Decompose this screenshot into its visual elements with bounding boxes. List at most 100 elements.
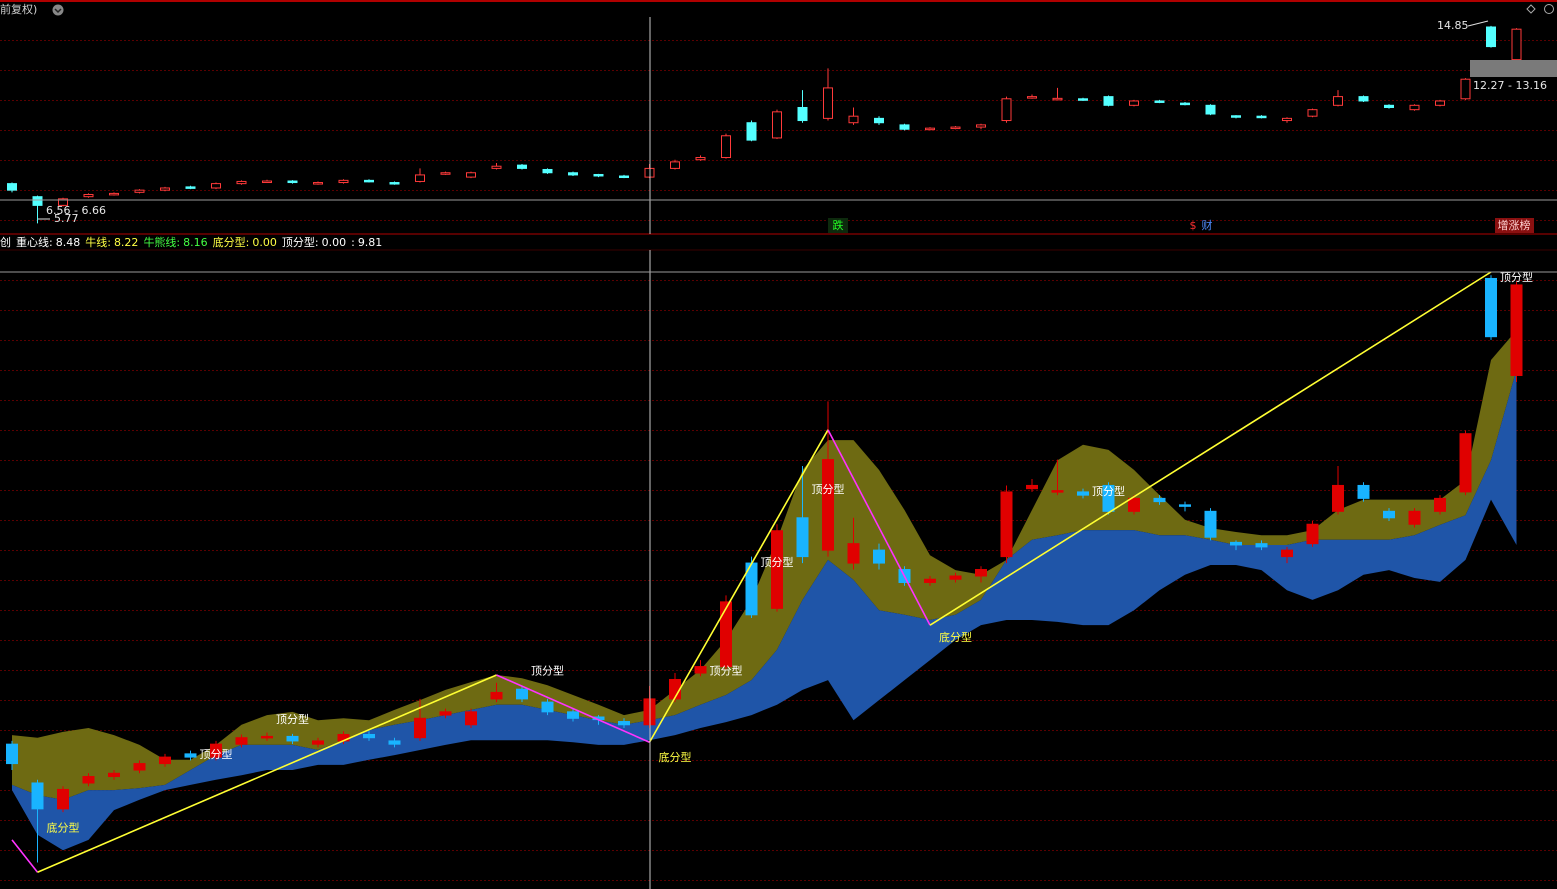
dropdown-button[interactable] <box>52 4 64 16</box>
candle-body <box>593 173 604 177</box>
candle-body <box>568 172 578 176</box>
candle-body <box>1358 96 1369 102</box>
candle-body <box>1103 96 1114 106</box>
candle-body <box>1001 98 1012 122</box>
marker-bg <box>1495 218 1534 233</box>
candle-body <box>976 124 986 128</box>
candle-body <box>1000 491 1013 558</box>
legend-name: 牛线: <box>85 235 111 249</box>
candle-body <box>1459 433 1472 493</box>
candle-body <box>160 187 170 191</box>
lower-band-area <box>12 369 1517 851</box>
candle-body <box>57 788 69 810</box>
candle-body <box>771 530 783 609</box>
candle-body <box>517 164 527 169</box>
candle-body <box>31 782 44 810</box>
candle-body <box>721 135 731 159</box>
fractal-label: 顶分型 <box>761 555 794 569</box>
candle-body <box>1027 96 1037 99</box>
legend-name: : <box>351 236 355 249</box>
candle-body <box>695 157 706 161</box>
candle-body <box>490 691 503 700</box>
candle-body <box>1256 115 1267 119</box>
zigzag-segment <box>929 271 1492 626</box>
candle-body <box>823 87 833 119</box>
candle-body <box>950 126 961 130</box>
candle-body <box>975 569 987 577</box>
price-annotation: 5.77 <box>54 212 79 225</box>
legend-name: 顶分型: <box>282 235 319 249</box>
header-title: 前复权) <box>0 2 37 16</box>
candle-body <box>32 196 43 206</box>
candle-body <box>185 186 196 189</box>
candle-body <box>720 601 732 668</box>
candle-body <box>388 740 401 745</box>
candle-body <box>1078 98 1088 101</box>
price-range-box <box>1470 60 1557 77</box>
candle-body <box>670 161 680 169</box>
candle-body <box>847 543 860 564</box>
legend-value: 0.00 <box>322 236 347 249</box>
candle-body <box>619 175 629 179</box>
candle-body <box>542 168 553 174</box>
legend-name: 牛熊线: <box>143 235 180 249</box>
marker-label: 增涨榜 <box>1498 218 1531 232</box>
candle-body <box>1434 497 1446 512</box>
candle-body <box>6 743 18 765</box>
fractal-label: 顶分型 <box>276 712 309 726</box>
fractal-label: 顶分型 <box>200 747 233 761</box>
fractal-label: 底分型 <box>659 750 692 764</box>
candle-body <box>1179 504 1191 507</box>
overlay: 创重心线: 8.48 牛线: 8.22 牛熊线: 8.16 底分型: 0.00 顶分型: 0.00… <box>0 17 1557 889</box>
candle-body <box>159 756 171 765</box>
candle-body <box>796 517 809 558</box>
price-annotation: 6.56 - 6.66 <box>46 204 106 217</box>
candle-body <box>415 174 425 182</box>
indicator-legend: 创重心线: 8.48 牛线: 8.22 牛熊线: 8.16 底分型: 0.00 顶分型: 0.00… <box>0 235 382 249</box>
legend-name: 重心线: <box>16 235 53 249</box>
candle-body <box>899 124 910 130</box>
candle-body <box>1485 277 1497 338</box>
candle-body <box>1205 104 1216 115</box>
candle-body <box>1102 484 1115 512</box>
zigzag-segment <box>496 674 650 743</box>
fractal-label: 顶分型 <box>812 482 845 496</box>
close-icon[interactable] <box>1544 4 1554 14</box>
candle-body <box>491 165 502 169</box>
candle-body <box>287 180 298 184</box>
candle-body <box>1282 117 1292 122</box>
candle-body <box>1306 523 1319 545</box>
candle-body <box>848 115 859 124</box>
candle-body <box>618 721 630 726</box>
legend-name: 底分型: <box>213 235 250 249</box>
candle-body <box>949 575 962 580</box>
legend-value: 0.00 <box>252 236 277 249</box>
marker-label: 跌 <box>833 218 844 232</box>
fractal-label: 底分型 <box>47 820 80 834</box>
candle-body <box>567 711 579 719</box>
settings-icon[interactable] <box>1526 4 1536 14</box>
candle-body <box>669 678 681 700</box>
zigzag-segment <box>37 674 497 873</box>
legend-value: 8.48 <box>56 236 81 249</box>
candle-body <box>262 180 272 184</box>
candle-body <box>109 192 119 196</box>
candle-body <box>1384 104 1394 108</box>
candle-body <box>1077 491 1089 496</box>
fractal-label: 顶分型 <box>1092 484 1125 498</box>
candle-body <box>1180 102 1190 106</box>
candle-body <box>58 198 68 206</box>
fractal-label: 顶分型 <box>531 664 564 678</box>
candle-body <box>746 122 757 141</box>
candle-body <box>925 127 935 131</box>
legend-value: 9.81 <box>358 236 383 249</box>
legend-value: 8.16 <box>183 236 208 249</box>
fractal-label: 底分型 <box>939 630 972 644</box>
candle-body <box>1409 104 1420 111</box>
legend-name: 创 <box>0 236 11 249</box>
candle-body <box>1357 484 1370 499</box>
candle-body <box>1129 100 1139 106</box>
candle-body <box>439 711 452 716</box>
fractal-label: 顶分型 <box>1500 270 1533 284</box>
